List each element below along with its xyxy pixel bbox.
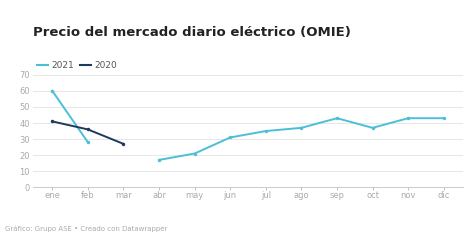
Legend: 2021, 2020: 2021, 2020 — [37, 61, 117, 70]
Text: Precio del mercado diario eléctrico (OMIE): Precio del mercado diario eléctrico (OMI… — [33, 26, 351, 39]
Text: Gráfico: Grupo ASE • Creado con Datawrapper: Gráfico: Grupo ASE • Creado con Datawrap… — [5, 225, 167, 232]
